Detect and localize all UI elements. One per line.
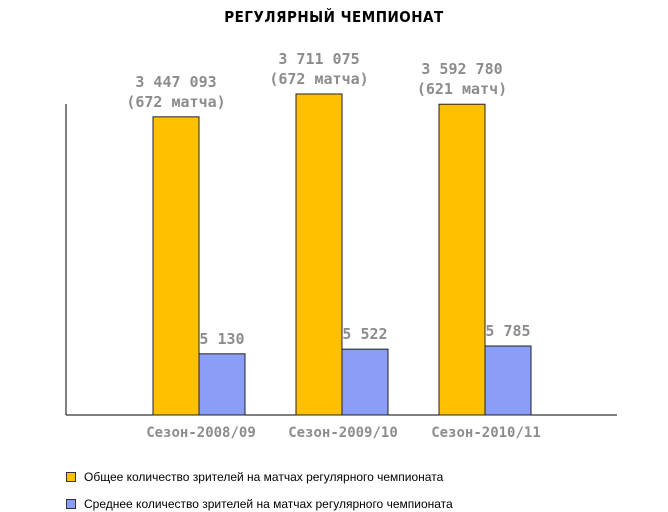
- legend-item-total: Общее количество зрителей на матчах регу…: [66, 470, 443, 484]
- data-label-average-1: 5 130: [199, 330, 244, 348]
- data-label-total-1-sub: (672 матча): [126, 93, 225, 111]
- legend-swatch-total: [66, 472, 76, 482]
- x-tick-label-1: Сезон-2008/09: [146, 425, 256, 441]
- bar-total-2: [295, 93, 343, 416]
- legend-label-average: Среднее количество зрителей на матчах ре…: [84, 497, 453, 511]
- legend-swatch-average: [66, 499, 76, 509]
- x-tick-label-3: Сезон-2010/11: [431, 425, 541, 441]
- chart-bars: [152, 93, 532, 416]
- data-label-average-2: 5 522: [342, 325, 387, 343]
- legend-item-average: Среднее количество зрителей на матчах ре…: [66, 497, 453, 511]
- bar-total-1: [152, 116, 200, 416]
- data-label-average-3: 5 785: [485, 322, 530, 340]
- chart-title: РЕГУЛЯРНЫЙ ЧЕМПИОНАТ: [224, 8, 444, 26]
- data-label-total-1: 3 447 093: [135, 73, 216, 91]
- bar-average-1: [198, 353, 246, 416]
- data-label-total-3-sub: (621 матч): [417, 80, 507, 98]
- bar-average-2: [341, 348, 389, 416]
- data-label-total-2: 3 711 075: [278, 50, 359, 68]
- data-label-total-2-sub: (672 матча): [269, 70, 368, 88]
- chart-tick-labels: Сезон-2008/09 Сезон-2009/10 Сезон-2010/11: [146, 425, 541, 441]
- x-tick-label-2: Сезон-2009/10: [288, 425, 398, 441]
- legend-label-total: Общее количество зрителей на матчах регу…: [84, 470, 444, 484]
- bar-total-3: [438, 103, 486, 416]
- data-label-total-3: 3 592 780: [421, 60, 502, 78]
- chart-data-labels: 3 447 093 (672 матча) 3 711 075 (672 матча)…: [126, 50, 530, 348]
- bar-average-3: [484, 345, 532, 416]
